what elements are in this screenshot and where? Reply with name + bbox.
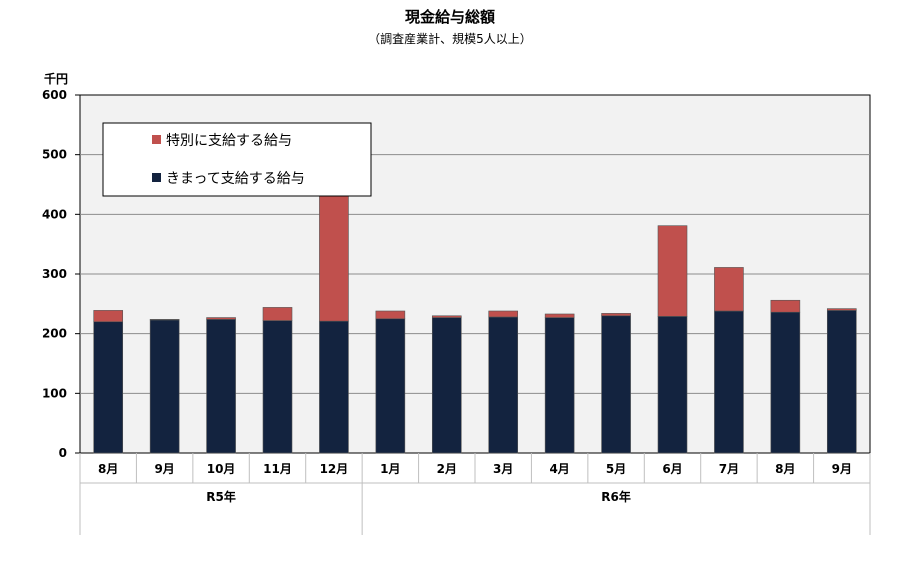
bar-special-pay — [488, 310, 519, 318]
bar-special-pay — [206, 317, 236, 320]
y-tick-label: 200 — [42, 327, 67, 341]
category-label: 4月 — [549, 462, 569, 476]
category-label: 7月 — [719, 462, 739, 476]
bar-regular-pay — [601, 315, 631, 454]
category-label: 11月 — [263, 462, 292, 476]
bar-regular-pay — [770, 311, 801, 454]
category-label: 6月 — [662, 462, 682, 476]
bar-special-pay — [544, 313, 575, 318]
category-label: 12月 — [320, 462, 349, 476]
bar-special-pay — [431, 315, 462, 318]
bar-special-pay — [262, 307, 293, 321]
chart-subtitle: （調査産業計、規模5人以上） — [368, 31, 532, 46]
legend-label-special: 特別に支給する給与 — [166, 133, 292, 149]
y-axis-ticks: 0 100 200 300 400 500 600 — [42, 88, 80, 460]
legend-swatch-special — [152, 135, 161, 144]
y-tick-label: 400 — [42, 207, 67, 221]
chart-title: 現金給与総額 — [405, 8, 495, 26]
group-label: R6年 — [601, 489, 631, 504]
category-axis-grid — [79, 453, 871, 535]
bar-special-pay — [657, 225, 688, 317]
legend-box — [102, 122, 372, 197]
category-label: 8月 — [98, 462, 118, 476]
legend-swatch-regular — [152, 173, 161, 182]
bar-special-pay — [375, 310, 406, 320]
category-label: 3月 — [493, 462, 513, 476]
bars — [93, 193, 857, 454]
bar-regular-pay — [826, 310, 857, 454]
category-label: 9月 — [154, 462, 174, 476]
category-label: 1月 — [380, 462, 400, 476]
category-label: 5月 — [606, 462, 626, 476]
bar-regular-pay — [375, 318, 406, 454]
y-tick-label: 500 — [42, 148, 67, 162]
bar-special-pay — [601, 313, 631, 317]
y-axis-unit-label: 千円 — [44, 71, 68, 86]
category-label: 8月 — [775, 462, 795, 476]
legend-label-regular: きまって支給する給与 — [166, 171, 305, 187]
legend: 特別に支給する給与 きまって支給する給与 — [102, 122, 372, 197]
bar-regular-pay — [714, 310, 744, 454]
category-label: 10月 — [207, 462, 236, 476]
group-label: R5年 — [206, 489, 236, 504]
bar-special-pay — [149, 319, 180, 321]
bar-special-pay — [826, 308, 857, 311]
bar-regular-pay — [544, 317, 575, 454]
bar-regular-pay — [262, 320, 293, 454]
bar-special-pay — [93, 310, 124, 323]
bar-regular-pay — [149, 319, 180, 454]
bar-special-pay — [770, 299, 801, 313]
bar-special-pay — [319, 193, 349, 322]
bar-regular-pay — [206, 319, 236, 454]
bar-regular-pay — [319, 320, 349, 454]
bar-special-pay — [714, 267, 744, 312]
bar-regular-pay — [657, 316, 688, 454]
y-tick-label: 600 — [42, 88, 67, 102]
y-tick-label: 300 — [42, 267, 67, 281]
category-labels: 8月 9月 10月 11月 12月 1月 2月 3月 4月 5月 6月 7月 8月 9月 — [98, 462, 852, 476]
category-label: 9月 — [832, 462, 852, 476]
group-labels: R5年 R6年 — [206, 489, 631, 504]
bar-regular-pay — [93, 321, 124, 454]
bar-regular-pay — [488, 316, 519, 454]
category-label: 2月 — [437, 462, 457, 476]
bar-regular-pay — [431, 317, 462, 454]
y-tick-label: 100 — [42, 386, 67, 400]
y-tick-label: 0 — [59, 446, 67, 460]
